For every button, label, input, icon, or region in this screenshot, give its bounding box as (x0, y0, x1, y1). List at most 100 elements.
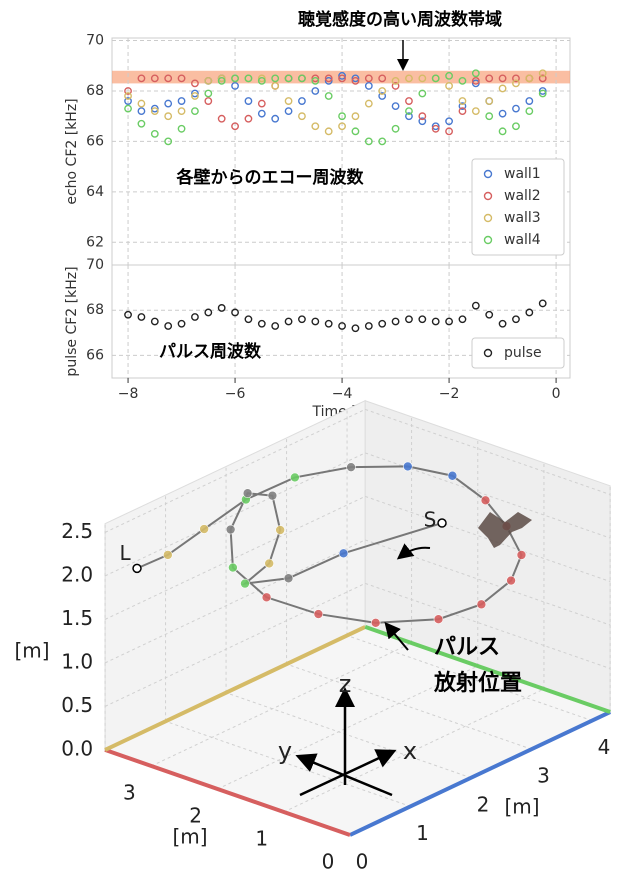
data-point (231, 122, 239, 131)
legend-marker (483, 169, 493, 179)
data-point (137, 313, 146, 321)
data-point (124, 310, 132, 319)
data-point (204, 308, 213, 317)
trajectory-point (264, 558, 275, 569)
data-point (191, 79, 199, 88)
data-point (137, 119, 146, 128)
data-point (164, 322, 173, 330)
data-point (498, 84, 507, 93)
z-tick-label: 0.0 (61, 736, 93, 760)
legend-label: pulse (504, 345, 542, 361)
data-point (177, 107, 186, 116)
data-point (244, 114, 253, 123)
z-tick-label: 2.0 (61, 562, 93, 586)
data-point (271, 82, 280, 90)
axis-letter: x (403, 737, 417, 765)
z-tick-label: 1.5 (61, 606, 93, 630)
data-point (351, 324, 360, 333)
data-point (378, 87, 387, 95)
x-tick-label: −6 (225, 386, 246, 402)
legend-label: wall4 (504, 232, 541, 248)
data-point (257, 76, 266, 85)
data-point (485, 112, 494, 121)
data-point (298, 74, 306, 83)
data-point (364, 99, 373, 108)
data-point (150, 107, 159, 116)
y-axis-label: [m] (172, 825, 207, 849)
grid-line (365, 408, 611, 495)
data-point (364, 137, 373, 146)
data-point (538, 69, 547, 78)
end-marker (437, 518, 447, 528)
trajectory-point (261, 592, 272, 603)
data-point (177, 74, 186, 83)
wall-edge (104, 748, 351, 837)
trajectory-point (346, 462, 356, 472)
data-point (324, 319, 333, 328)
data-point (458, 107, 467, 116)
trajectory-point (228, 562, 238, 573)
trajectory-point (506, 575, 516, 586)
data-point (150, 104, 159, 113)
data-point (431, 74, 440, 83)
data-point (445, 82, 453, 90)
data-point (512, 74, 520, 83)
trajectory-point (283, 573, 294, 584)
data-point (338, 74, 346, 83)
x-tick-label: 3 (537, 764, 550, 788)
data-point (418, 315, 427, 324)
data-point (311, 87, 320, 95)
wall-edge (364, 625, 611, 714)
z-tick-label: 0.5 (61, 693, 93, 717)
data-point (284, 74, 293, 83)
data-point (351, 76, 360, 85)
trajectory-point (516, 550, 527, 560)
data-point (124, 104, 132, 113)
data-point (137, 99, 146, 108)
data-point (378, 92, 387, 100)
data-point (498, 109, 507, 118)
data-point (311, 74, 320, 83)
data-point (445, 317, 453, 326)
y-axis-label: pulse CF2 [kHz] (64, 266, 80, 376)
y-axis-label: echo CF2 [kHz] (64, 98, 80, 204)
data-point (458, 97, 467, 105)
data-point (351, 112, 360, 121)
x-tick-label: −4 (332, 386, 353, 402)
data-point (431, 122, 440, 131)
data-point (512, 122, 520, 131)
annotation: パルス (434, 635, 500, 660)
data-point (257, 319, 266, 328)
legend-label: wall1 (504, 166, 541, 182)
annotation: L (119, 541, 131, 565)
trajectory-point (447, 470, 458, 481)
data-point (351, 74, 360, 83)
trajectory-point (267, 490, 278, 501)
grid-line (365, 495, 611, 582)
data-point (485, 310, 494, 319)
trajectory-point (338, 548, 349, 559)
x-tick-label: 0 (356, 850, 369, 874)
x-guide (299, 749, 397, 797)
data-point (177, 124, 186, 133)
data-point (471, 301, 480, 310)
grid-line (286, 663, 532, 750)
data-point (391, 317, 400, 326)
data-point (405, 107, 413, 116)
data-point (338, 71, 346, 80)
data-point (150, 74, 159, 83)
data-point (485, 97, 494, 105)
x-tick-label: −2 (439, 386, 460, 402)
legend-box (471, 158, 565, 256)
data-point (164, 137, 173, 146)
grid-line (225, 692, 472, 779)
data-point (525, 97, 534, 105)
y-tick-label: 3 (123, 781, 136, 805)
data-point (177, 97, 186, 105)
trajectory-point (290, 472, 300, 483)
legend-marker (483, 348, 493, 358)
data-point (471, 69, 480, 78)
data-point (257, 99, 266, 108)
data-point (538, 299, 547, 308)
